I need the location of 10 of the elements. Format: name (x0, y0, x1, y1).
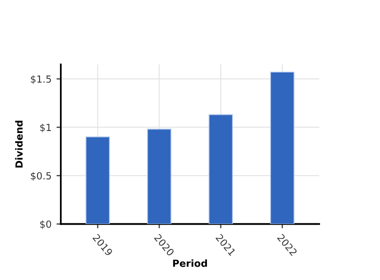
y-tick-label: $1.5 (30, 75, 51, 84)
y-tick-label: $0 (40, 220, 52, 230)
y-axis-title: Dividend (15, 120, 23, 168)
y-tick-label: $0.5 (30, 172, 51, 181)
bar (147, 128, 172, 224)
x-axis-title: Period (173, 259, 207, 267)
bar (208, 114, 233, 224)
y-tick-label: $1 (40, 124, 51, 132)
bar (270, 72, 294, 224)
bar (86, 136, 110, 224)
